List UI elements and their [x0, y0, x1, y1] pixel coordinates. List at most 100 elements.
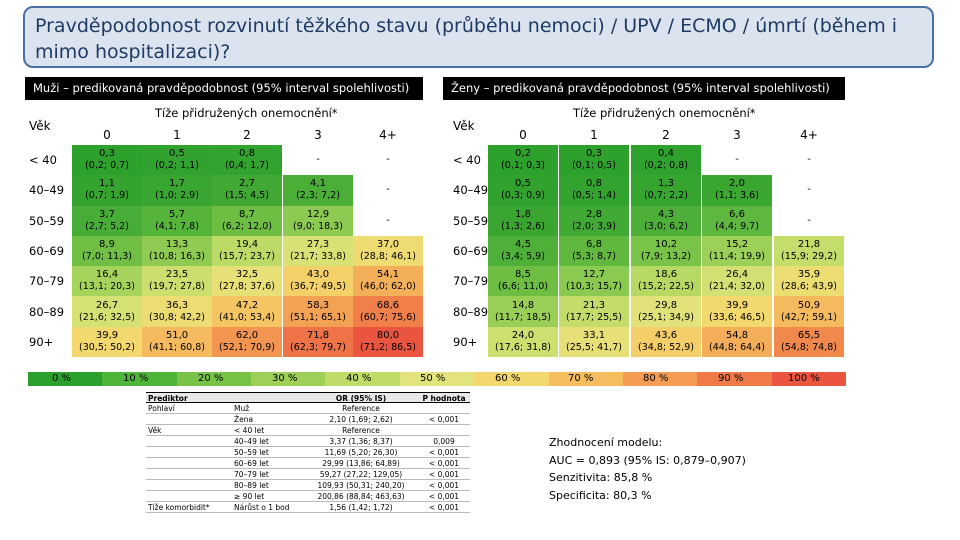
or-cell: 200,86 (88,84; 463,63)	[317, 492, 405, 501]
confidence-interval: (34,8; 52,9)	[638, 341, 694, 353]
probability-cell: 47,2 (41,0; 53,4)	[212, 296, 282, 327]
scale-label: 0 %	[52, 373, 72, 384]
or-cell: 2,10 (1,69; 2,62)	[329, 415, 393, 424]
probability-value: 18,6	[654, 269, 678, 281]
probability-value: 2,7	[239, 178, 255, 190]
scale-segment	[697, 372, 772, 386]
scale-label: 90 %	[718, 373, 744, 384]
panel-women-header: Ženy – predikovaná pravděpodobnost (95% …	[443, 77, 845, 100]
scale-segment	[474, 372, 549, 386]
probability-value: 0,2	[515, 148, 531, 160]
or-cell: Žena	[234, 415, 254, 424]
panel-women: Ženy – predikovaná pravděpodobnost (95% …	[443, 77, 845, 358]
scale-segment	[176, 372, 252, 386]
or-cell: < 0,001	[428, 470, 460, 479]
table-row: 90+ 39,9 (30,5; 50,2) 51,0 (41,1; 60,8) 62,0(…	[25, 326, 423, 358]
probability-value: -	[386, 214, 390, 226]
confidence-interval: (42,7; 59,1)	[781, 311, 837, 323]
or-table-row: ≥ 90 let 200,86 (88,84; 463,63) < 0,001	[146, 491, 470, 502]
age-group: 70–79	[29, 274, 65, 289]
confidence-interval: (9,0; 18,3)	[293, 220, 343, 232]
confidence-interval: (1,0; 2,9)	[155, 190, 199, 202]
panel-men-grid: < 40 0,3 (0,2; 0,7) 0,5 (0,2; 1,1) 0,8 (0,4; 1…	[25, 145, 423, 358]
probability-value: 8,5	[515, 269, 531, 281]
probability-value: 43,6	[654, 329, 678, 341]
panel-men-header: Muži – predikovaná pravděpodobnost (95% …	[25, 77, 423, 100]
confidence-interval: (60,7; 75,6)	[360, 311, 416, 323]
color-scale-labels: 0 % 10 % 20 % 30 % 40 % 50 % 60 % 70 % 80 % 90 % 1…	[28, 372, 846, 386]
probability-value: 54,1	[376, 269, 400, 281]
confidence-interval: (17,7; 25,5)	[566, 311, 622, 323]
table-row: < 40 0,3 (0,2; 0,7) 0,5 (0,2; 1,1) 0,8 (0,4; 1…	[25, 145, 423, 176]
probability-value: 13,3	[165, 239, 189, 251]
probability-cell: 5,7 (4,1; 7,8)	[142, 205, 212, 236]
confidence-interval: (21,7; 33,8)	[290, 251, 346, 263]
confidence-interval: (71,2; 86,5)	[360, 341, 416, 353]
or-header-cell: Prediktor	[148, 394, 188, 403]
probability-cell: 2,0 (1,1; 3,6)	[702, 175, 772, 206]
model-eval-specificity: Specificita: 80,3 %	[549, 488, 652, 502]
slide-title: Pravděpodobnost rozvinutí těžkého stavu …	[23, 6, 934, 68]
probability-value: 71,8	[306, 329, 330, 341]
or-header-cell: OR (95% IS)	[335, 394, 387, 403]
or-cell: < 0,001	[428, 459, 460, 468]
or-cell: < 40 let	[234, 426, 265, 435]
probability-cell: 16,4 (13,1; 20,3)	[72, 266, 142, 297]
table-row: 40–49 1,1 (0,7; 1,9) 1,7 (1,0; 2,9) 2,7 (1,5; …	[25, 175, 423, 206]
confidence-interval: (2,0; 3,9)	[572, 220, 616, 232]
confidence-interval: (0,4; 1,7)	[225, 160, 269, 172]
probability-cell: 68,6 (60,7; 75,6)	[353, 296, 423, 327]
or-table-row: 40–49 let 3,37 (1,36; 8,37) 0,009	[146, 436, 470, 447]
panel-women-column-header: Věk Tíže přidružených onemocnění* 0 1 2 …	[443, 100, 845, 145]
probability-cell: -	[353, 145, 423, 176]
confidence-interval: (4,4; 9,7)	[715, 220, 759, 232]
confidence-interval: (4,1; 7,8)	[155, 220, 199, 232]
confidence-interval: (13,1; 20,3)	[79, 281, 135, 293]
probability-cell: 51,0 (41,1; 60,8)	[142, 326, 212, 358]
probability-cell: 4,3 (3,0; 6,2)	[631, 205, 701, 236]
probability-value: 15,2	[725, 239, 749, 251]
or-cell: Muž	[234, 404, 250, 413]
confidence-interval: (6,2; 12,0)	[222, 220, 272, 232]
scale-segment	[251, 372, 326, 386]
probability-cell: 43,0 (36,7; 49,5)	[283, 266, 353, 297]
probability-cell: 21,8 (15,9; 29,2)	[774, 235, 844, 267]
probability-value: 27,3	[306, 239, 330, 251]
table-row: 80–89 26,7 (21,6; 32,5) 36,3 (30,8; 42,2) 47,…	[25, 296, 423, 327]
probability-value: 0,8	[586, 178, 602, 190]
probability-value: 1,7	[169, 178, 185, 190]
probability-value: -	[386, 154, 390, 166]
or-cell: 109,93 (50,31; 240,20)	[317, 481, 405, 490]
or-table-row: 70–79 let 59,27 (27,22; 129,05) < 0,001	[146, 469, 470, 480]
confidence-interval: (7,9; 13,2)	[641, 251, 691, 263]
probability-value: 0,4	[658, 148, 674, 160]
confidence-interval: (27,8; 37,6)	[219, 281, 275, 293]
confidence-interval: (19,7; 27,8)	[149, 281, 205, 293]
or-cell: 11,69 (5,20; 26,30)	[324, 448, 398, 457]
probability-cell: 26,4 (21,4; 32,0)	[702, 266, 772, 297]
age-group: < 40	[453, 153, 481, 168]
confidence-interval: (0,7; 1,9)	[85, 190, 129, 202]
panel-women-grid: < 40 0,2 (0,1; 0,3) 0,3 (0,1; 0,5) 0,4 (0,2; 0…	[443, 145, 845, 358]
probability-cell: 54,1 (46,0; 62,0)	[353, 266, 423, 297]
confidence-interval: (10,3; 15,7)	[566, 281, 622, 293]
confidence-interval: (5,3; 8,7)	[572, 251, 616, 263]
probability-cell: 8,7 (6,2; 12,0)	[212, 205, 282, 236]
probability-value: 50,9	[797, 299, 821, 311]
or-cell: < 0,001	[428, 503, 460, 512]
probability-value: 1,3	[658, 178, 674, 190]
probability-value: 35,9	[797, 269, 821, 281]
probability-cell: 62,0 (52,1; 70,9)	[212, 326, 282, 358]
probability-cell: 65,5 (54,8; 74,8)	[774, 326, 844, 358]
table-row: < 40 0,2 (0,1; 0,3) 0,3 (0,1; 0,5) 0,4 (0,2; 0…	[443, 145, 845, 176]
age-group: 50–59	[453, 213, 489, 228]
age-label: Věk	[29, 119, 51, 133]
scale-label: 40 %	[346, 373, 372, 384]
probability-cell: 37,0 (28,8; 46,1)	[353, 235, 423, 267]
or-cell: ≥ 90 let	[234, 492, 265, 501]
or-cell: 3,37 (1,36; 8,37)	[329, 437, 393, 446]
confidence-interval: (15,7; 23,7)	[219, 251, 275, 263]
comorbidity-label: Tíže přidružených onemocnění*	[573, 106, 756, 120]
probability-value: 39,9	[725, 299, 749, 311]
confidence-interval: (1,5; 4,5)	[225, 190, 269, 202]
